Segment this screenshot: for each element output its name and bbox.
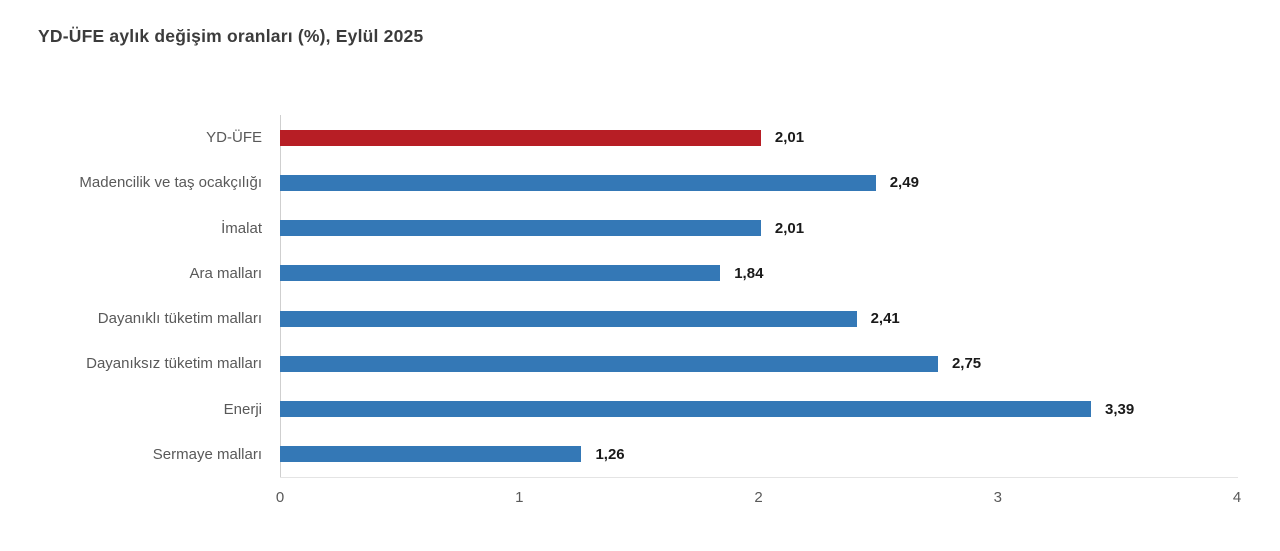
bar-area: 2,49 <box>280 160 1280 205</box>
bar[interactable] <box>280 401 1092 418</box>
chart-row: Sermaye malları 1,26 <box>0 432 1280 477</box>
bar-area: 2,01 <box>280 115 1280 160</box>
category-label: Enerji <box>223 400 262 418</box>
category-label: YD-ÜFE <box>206 129 262 147</box>
chart-row: Dayanıksız tüketim malları 2,75 <box>0 341 1280 386</box>
bar-area: 1,84 <box>280 251 1280 296</box>
chart-row: Enerji 3,39 <box>0 387 1280 432</box>
category-label: Madencilik ve taş ocakçılığı <box>79 174 262 192</box>
chart-title: YD-ÜFE aylık değişim oranları (%), Eylül… <box>38 26 424 46</box>
bar-area: 2,41 <box>280 296 1280 341</box>
x-tick-label: 0 <box>275 489 285 506</box>
category-label: Dayanıklı tüketim malları <box>97 310 262 328</box>
value-label: 2,75 <box>951 355 982 373</box>
category-label: Sermaye malları <box>152 445 262 463</box>
x-axis-ticks: 0 1 2 3 4 <box>0 489 1280 513</box>
category-label: Dayanıksız tüketim malları <box>86 355 262 373</box>
bar[interactable] <box>280 265 721 282</box>
value-label: 3,39 <box>1105 400 1135 418</box>
bar[interactable] <box>280 446 582 463</box>
bar[interactable] <box>280 310 857 327</box>
x-tick-label: 1 <box>515 489 524 506</box>
bar-area: 2,75 <box>280 341 1280 386</box>
value-label: 2,41 <box>870 310 900 328</box>
x-axis-line <box>280 477 1238 478</box>
bar[interactable] <box>280 174 876 191</box>
bar[interactable] <box>280 220 761 237</box>
chart-row: Madencilik ve taş ocakçılığı 2,49 <box>0 160 1280 205</box>
category-label: Ara malları <box>189 264 262 282</box>
value-label: 2,49 <box>889 174 919 192</box>
category-label: İmalat <box>221 219 262 237</box>
chart-row: YD-ÜFE 2,01 <box>0 115 1280 160</box>
bar[interactable] <box>280 129 761 146</box>
x-tick-label: 3 <box>993 489 1002 506</box>
bar-rows: YD-ÜFE 2,01 Madencilik ve taş ocakçılığı 2,… <box>0 115 1280 477</box>
bar[interactable] <box>280 355 938 372</box>
value-label: 2,01 <box>774 219 805 237</box>
y-axis-line <box>280 115 281 477</box>
x-tick-label: 2 <box>754 489 763 506</box>
chart-row: Ara malları 1,84 <box>0 251 1280 296</box>
value-label: 1,26 <box>595 445 625 463</box>
chart-row: Dayanıklı tüketim malları 2,41 <box>0 296 1280 341</box>
chart-row: İmalat 2,01 <box>0 206 1280 251</box>
x-tick-label: 4 <box>1232 489 1242 506</box>
bar-area: 3,39 <box>280 387 1280 432</box>
bar-area: 1,26 <box>280 432 1280 477</box>
value-label: 1,84 <box>734 264 764 282</box>
bar-area: 2,01 <box>280 206 1280 251</box>
value-label: 2,01 <box>774 129 805 147</box>
